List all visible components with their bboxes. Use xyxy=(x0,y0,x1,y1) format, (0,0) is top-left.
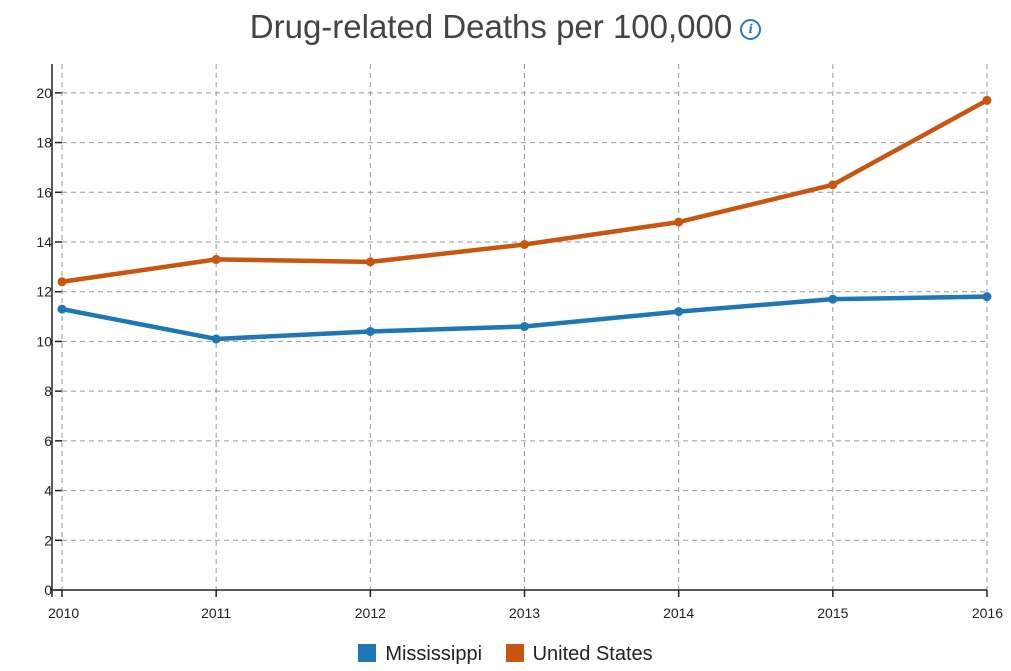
line-chart: 0 2 4 6 8 10 12 14 16 18 20 2010 2011 2012 2013 2014 201… xyxy=(36,64,1003,621)
legend-item-mississippi[interactable]: Mississippi xyxy=(358,643,482,666)
legend-swatch-mississippi xyxy=(358,644,377,662)
data-point-mississippi xyxy=(982,292,992,302)
y-tick-label: 10 xyxy=(36,333,52,349)
data-point-mississippi xyxy=(828,294,838,304)
data-point-united-states xyxy=(57,277,67,287)
y-tick-label: 18 xyxy=(36,135,52,151)
x-tick-label: 2016 xyxy=(972,605,1003,621)
y-tick-label: 8 xyxy=(44,383,52,399)
data-point-united-states xyxy=(828,180,838,190)
legend-swatch-united-states xyxy=(505,644,524,662)
legend-item-united-states[interactable]: United States xyxy=(505,643,653,666)
data-point-mississippi xyxy=(57,304,67,314)
x-tick-label: 2012 xyxy=(355,605,386,621)
y-tick-label: 16 xyxy=(36,184,52,200)
x-tick-label: 2013 xyxy=(509,605,540,621)
data-point-mississippi xyxy=(211,334,221,344)
chart-legend: Mississippi United States xyxy=(0,643,1011,666)
x-tick-label: 2011 xyxy=(201,605,231,621)
y-tick-label: 4 xyxy=(44,483,52,499)
y-tick-label: 6 xyxy=(44,433,52,449)
y-tick-label: 0 xyxy=(44,582,52,598)
legend-label-mississippi: Mississippi xyxy=(385,643,483,665)
y-tick-label: 14 xyxy=(36,234,52,250)
data-point-united-states xyxy=(674,217,684,227)
data-point-mississippi xyxy=(365,326,375,336)
x-tick-label: 2010 xyxy=(48,605,79,621)
y-tick-label: 20 xyxy=(36,85,52,101)
y-tick-label: 2 xyxy=(44,532,52,548)
chart-title-row: Drug-related Deaths per 100,000 i xyxy=(0,8,1011,46)
data-point-united-states xyxy=(365,257,375,267)
data-point-united-states xyxy=(211,254,221,264)
data-point-united-states xyxy=(982,95,992,105)
x-tick-label: 2014 xyxy=(663,605,694,621)
y-tick-label: 12 xyxy=(36,284,52,300)
data-point-united-states xyxy=(520,239,529,249)
info-icon[interactable]: i xyxy=(740,19,762,40)
chart-title: Drug-related Deaths per 100,000 xyxy=(249,8,733,45)
data-point-mississippi xyxy=(520,322,529,332)
data-point-mississippi xyxy=(674,307,684,317)
x-tick-label: 2015 xyxy=(817,605,848,621)
legend-label-united-states: United States xyxy=(532,643,653,665)
